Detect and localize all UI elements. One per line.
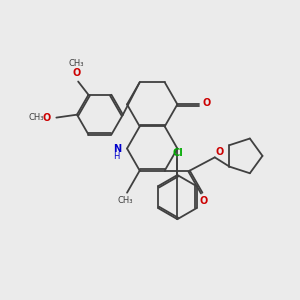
Text: CH₃: CH₃ (28, 113, 44, 122)
Text: CH₃: CH₃ (69, 59, 84, 68)
Text: N: N (113, 143, 121, 154)
Text: O: O (203, 98, 211, 108)
Text: H: H (113, 152, 120, 161)
Text: O: O (43, 112, 51, 123)
Text: O: O (216, 147, 224, 157)
Text: Cl: Cl (172, 148, 183, 158)
Text: O: O (200, 196, 208, 206)
Text: O: O (73, 68, 81, 78)
Text: CH₃: CH₃ (118, 196, 133, 206)
